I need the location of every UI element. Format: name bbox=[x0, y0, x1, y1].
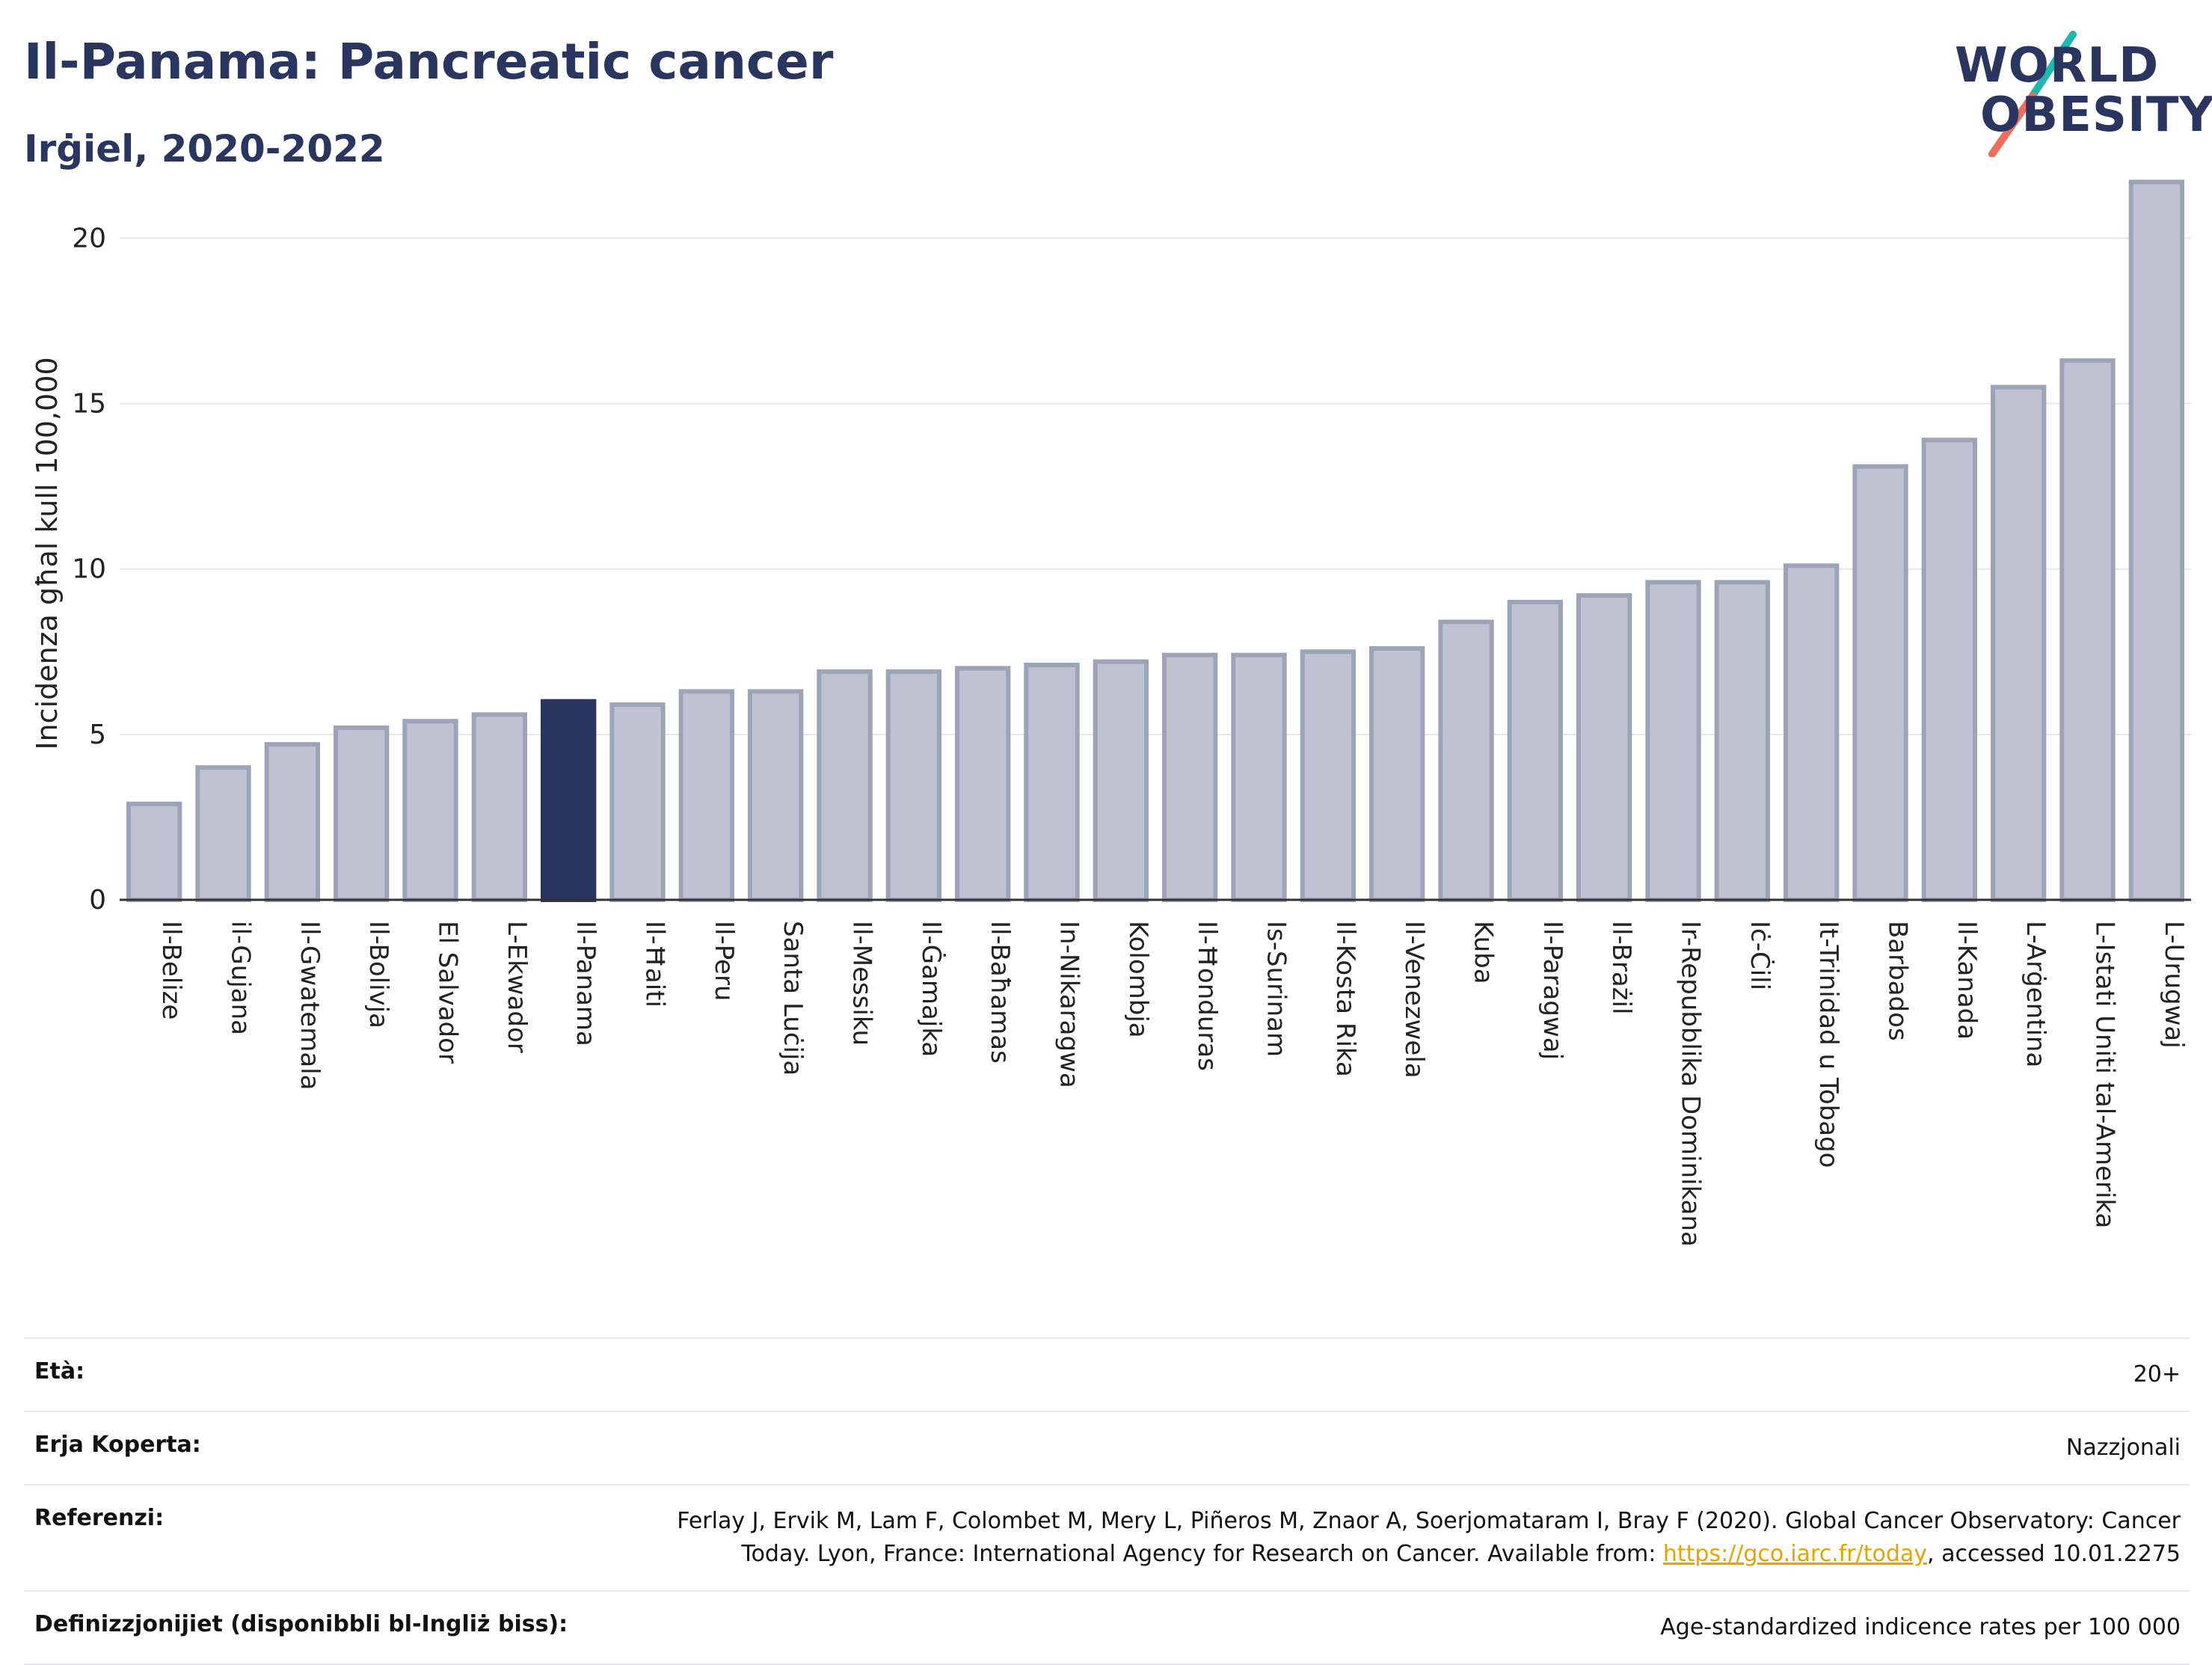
x-category-label: L-Urugwaj bbox=[2159, 921, 2189, 1049]
x-category-label: El Salvador bbox=[433, 921, 463, 1064]
bar-il-panama bbox=[541, 699, 597, 902]
bar-barbados bbox=[1852, 464, 1908, 902]
bar-chart: 0 5 10 15 20 Il-Belize il-Gujana Il-Gwatemala Il… bbox=[31, 180, 2191, 1247]
x-category-label: L-Istati Uniti tal-Amerika bbox=[2090, 921, 2120, 1228]
x-category-label: Il-Paragwaj bbox=[1537, 921, 1567, 1060]
bar-l-urugwaj bbox=[2128, 180, 2184, 902]
info-row-references: Referenzi: Ferlay J, Ervik M, Lam F, Col… bbox=[24, 1484, 2190, 1590]
x-category-label: Il-Peru bbox=[709, 921, 739, 1001]
info-key: Erja Koperta: bbox=[34, 1432, 201, 1458]
logo-slash-icon bbox=[1988, 31, 2077, 157]
x-category-label: Il-Ħaiti bbox=[640, 921, 670, 1008]
bar-iċ-ċili bbox=[1714, 580, 1770, 902]
info-value: Ferlay J, Ervik M, Lam F, Colombet M, Me… bbox=[677, 1505, 2181, 1571]
bar-il-baħamas bbox=[955, 666, 1011, 903]
x-category-label: Il-Ħonduras bbox=[1192, 921, 1222, 1071]
info-row-definitions: Definizzjonijiet (disponibbli bl-Ingliż … bbox=[24, 1590, 2190, 1665]
bar-il-bolivja bbox=[334, 726, 390, 902]
info-key: Definizzjonijiet (disponibbli bl-Ingliż … bbox=[34, 1611, 568, 1637]
bar-il-kosta-rika bbox=[1300, 649, 1356, 903]
bar-il-gwatemala bbox=[264, 742, 320, 903]
bar-l-istati-uniti-tal-amerika bbox=[2059, 358, 2116, 902]
x-category-label: Il-Venezwela bbox=[1399, 921, 1429, 1079]
bar-il-gujana bbox=[195, 765, 251, 903]
label-layer: 0 5 10 15 20 Il-Belize il-Gujana Il-Gwatemala Il… bbox=[72, 223, 2189, 1246]
bar-il-peru bbox=[678, 689, 734, 902]
x-category-label: Barbados bbox=[1883, 921, 1913, 1041]
logo-text-world: WORLD bbox=[1955, 38, 2160, 93]
bar-l-arġentina bbox=[1991, 384, 2047, 902]
x-category-label: Santa Luċija bbox=[778, 921, 808, 1076]
bar-kolombja bbox=[1093, 659, 1149, 903]
bar-is-surinam bbox=[1231, 652, 1287, 903]
info-value: Age-standardized indicence rates per 100… bbox=[1660, 1614, 2181, 1640]
x-category-label: Il-Gwatemala bbox=[295, 921, 325, 1090]
x-category-label: Kolombja bbox=[1123, 921, 1153, 1038]
x-category-label: il-Gujana bbox=[226, 921, 256, 1035]
info-row-area: Erja Koperta: Nazzjonali bbox=[24, 1411, 2190, 1484]
bar-layer bbox=[126, 180, 2184, 903]
x-category-label: Is-Surinam bbox=[1262, 921, 1291, 1057]
x-category-label: Il-Kanada bbox=[1952, 921, 1982, 1040]
y-tick-label: 15 bbox=[72, 389, 106, 420]
bar-santa-luċija bbox=[748, 689, 804, 902]
x-category-label: It-Trinidad u Tobago bbox=[1813, 921, 1843, 1168]
y-tick-label: 20 bbox=[72, 223, 106, 254]
info-value: 20+ bbox=[2133, 1361, 2181, 1388]
x-category-label: Il-Messiku bbox=[847, 921, 877, 1046]
bar-il-paragwaj bbox=[1507, 599, 1563, 902]
grid-layer bbox=[120, 237, 2191, 735]
bar-il-kanada bbox=[1921, 438, 1977, 902]
info-key: Età: bbox=[34, 1358, 85, 1385]
x-category-label: In-Nikaragwa bbox=[1054, 921, 1084, 1088]
y-tick-label: 10 bbox=[72, 554, 106, 585]
page-subtitle: Irġiel, 2020-2022 bbox=[24, 127, 385, 171]
info-table: Età: 20+ Erja Koperta: Nazzjonali Refere… bbox=[24, 1337, 2190, 1665]
bar-el-salvador bbox=[402, 719, 458, 902]
x-category-label: L-Ekwador bbox=[502, 921, 532, 1053]
info-key: Referenzi: bbox=[34, 1505, 165, 1531]
bar-il-venezwela bbox=[1369, 646, 1425, 902]
bar-il-belize bbox=[126, 801, 182, 903]
bar-in-nikaragwa bbox=[1024, 662, 1080, 903]
world-obesity-logo: WORLD OBESITY bbox=[1944, 30, 2212, 157]
logo-text-obesity: OBESITY bbox=[1980, 88, 2212, 143]
x-category-label: Il-Baħamas bbox=[985, 921, 1015, 1064]
bar-il-ħaiti bbox=[609, 702, 666, 902]
info-value: Nazzjonali bbox=[2065, 1435, 2181, 1461]
reference-line-1: Ferlay J, Ervik M, Lam F, Colombet M, Me… bbox=[677, 1508, 2181, 1534]
x-category-label: Il-Ġamajka bbox=[916, 921, 947, 1057]
x-category-label: Ir-Repubblika Dominikana bbox=[1676, 921, 1706, 1247]
x-category-label: L-Arġentina bbox=[2021, 921, 2050, 1067]
bar-il-messiku bbox=[817, 669, 873, 903]
reference-link[interactable]: https://gco.iarc.fr/today bbox=[1662, 1541, 1928, 1567]
bar-il-ħonduras bbox=[1162, 652, 1218, 903]
bar-l-ekwador bbox=[471, 712, 527, 902]
bar-it-trinidad-u-tobago bbox=[1784, 563, 1840, 903]
reference-line-2: Today. Lyon, France: International Agenc… bbox=[741, 1541, 1663, 1567]
x-category-label: Il-Kosta Rika bbox=[1330, 921, 1360, 1077]
x-category-label: Il-Panama bbox=[571, 921, 600, 1046]
bar-ir-repubblika-dominikana bbox=[1645, 580, 1701, 902]
bar-il-brażil bbox=[1576, 593, 1632, 902]
x-category-label: Il-Brażil bbox=[1606, 921, 1636, 1014]
y-tick-label: 5 bbox=[89, 720, 106, 750]
x-category-label: Iċ-Ċili bbox=[1745, 921, 1775, 990]
x-category-label: Kuba bbox=[1469, 921, 1499, 984]
page-title: Il-Panama: Pancreatic cancer bbox=[24, 33, 834, 91]
reference-line-2-end: , accessed 10.01.2275 bbox=[1927, 1541, 2181, 1567]
y-axis-label: Incidenza għal kull 100,000 bbox=[31, 357, 64, 749]
bar-il-ġamajka bbox=[885, 669, 941, 903]
info-row-age: Età: 20+ bbox=[24, 1337, 2190, 1411]
x-category-label: Il-Belize bbox=[156, 921, 186, 1019]
bar-kuba bbox=[1438, 619, 1494, 902]
x-category-label: Il-Bolivja bbox=[363, 921, 393, 1028]
y-tick-label: 0 bbox=[89, 885, 106, 916]
